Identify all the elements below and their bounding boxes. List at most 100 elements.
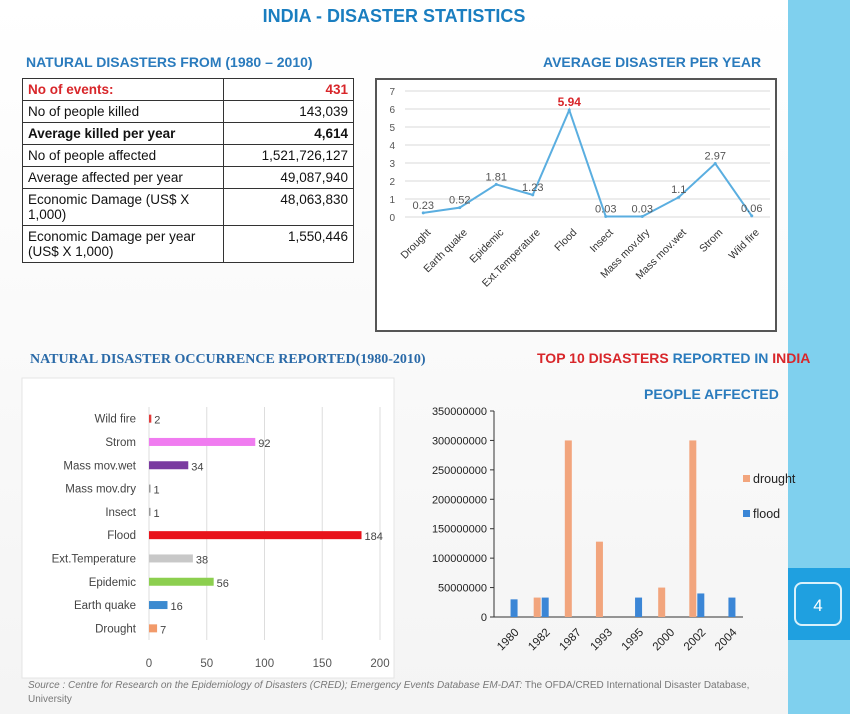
stats-table: No of events: 431 No of people killed 143,… (22, 78, 354, 263)
category-label: Epidemic (89, 577, 137, 589)
line-point (677, 195, 681, 199)
data-label: 1 (154, 485, 160, 497)
bar-drought (533, 597, 541, 617)
bar-drought (658, 587, 666, 617)
data-label: 184 (365, 531, 383, 543)
hbar-chart-title: NATURAL DISASTER OCCURRENCE REPORTED(198… (30, 352, 426, 367)
column-title-part: INDIA (772, 350, 811, 366)
bar-drought (595, 541, 603, 617)
bar (149, 531, 362, 540)
y-tick-label: 50000000 (438, 583, 487, 595)
category-label: Mass mov.dry (65, 484, 136, 496)
bar-flood (510, 599, 518, 617)
x-tick-label: 1995 (620, 627, 647, 654)
page-number: 4 (794, 582, 842, 626)
x-tick-label: 200 (370, 658, 389, 670)
category-label: Flood (107, 530, 136, 542)
legend-label: drought (753, 472, 796, 486)
data-label: 0.06 (741, 203, 762, 215)
source-note: Source : Centre for Research on the Epid… (28, 679, 780, 707)
x-tick-label: 1987 (557, 627, 584, 654)
line-series (423, 107, 753, 218)
bar (149, 507, 151, 516)
stats-value: 1,550,446 (223, 225, 354, 263)
bar (149, 577, 214, 586)
line-point (750, 214, 754, 218)
legend-swatch (743, 475, 750, 482)
stats-label: No of people killed (22, 100, 224, 123)
line-point (604, 214, 608, 218)
x-tick-label: 0 (146, 658, 152, 670)
category-label: Earth quake (74, 600, 136, 612)
y-tick-label: 2 (389, 177, 395, 188)
stats-label: No of people affected (22, 144, 224, 167)
stats-value: 48,063,830 (223, 188, 354, 226)
data-label: 1.23 (522, 182, 543, 194)
y-tick-label: 3 (389, 159, 395, 170)
stats-value: 4,614 (223, 122, 354, 145)
data-label: 0.52 (449, 195, 470, 207)
bar (149, 554, 193, 563)
stats-heading: NATURAL DISASTERS FROM (1980 – 2010) (26, 54, 313, 70)
line-point (421, 211, 425, 215)
page-title: INDIA - DISASTER STATISTICS (262, 6, 526, 26)
stats-value: 49,087,940 (223, 166, 354, 189)
bar-flood (635, 597, 643, 617)
data-label: 34 (191, 461, 203, 473)
bar (149, 624, 158, 633)
category-label: Insect (105, 507, 136, 519)
y-tick-label: 100000000 (432, 553, 487, 565)
y-tick-label: 250000000 (432, 465, 487, 477)
y-tick-label: 300000000 (432, 435, 487, 447)
bar-flood (728, 597, 736, 617)
bar (149, 461, 189, 470)
y-tick-label: 1 (389, 195, 395, 206)
y-tick-label: 0 (481, 612, 487, 624)
line-point (494, 182, 498, 186)
bar-drought (564, 440, 572, 617)
column-title-part: TOP 10 DISASTERS (537, 350, 669, 366)
category-label: Mass mov.wet (63, 460, 136, 472)
data-label: 1.81 (486, 171, 507, 183)
x-tick-label: 150 (313, 658, 332, 670)
x-tick-label: 1982 (526, 627, 553, 654)
line-point (458, 206, 462, 210)
y-tick-label: 350000000 (432, 406, 487, 418)
stats-value: 143,039 (223, 100, 354, 123)
y-tick-label: 6 (389, 105, 395, 116)
bar-flood (541, 597, 549, 617)
x-tick-label: 100 (255, 658, 274, 670)
y-tick-label: 150000000 (432, 524, 487, 536)
data-label: 16 (170, 601, 182, 613)
bar-drought (689, 440, 697, 617)
x-tick-label: 1993 (588, 627, 615, 654)
line-point (567, 108, 571, 112)
y-tick-label: 0 (389, 213, 395, 224)
data-label: 5.94 (558, 95, 582, 109)
bar (149, 484, 151, 493)
data-label: 38 (196, 554, 208, 566)
x-tick-label: 50 (200, 658, 213, 670)
source-rest: The OFDA/CRED International Disaster Dat… (28, 680, 750, 705)
data-label: 92 (258, 438, 270, 450)
y-tick-label: 5 (389, 123, 395, 134)
legend-label: flood (753, 507, 780, 521)
bar (149, 601, 168, 610)
stats-label: Average affected per year (22, 166, 224, 189)
data-label: 0.03 (595, 203, 616, 215)
data-label: 1 (154, 508, 160, 520)
stats-value: 1,521,726,127 (223, 144, 354, 167)
source-italic: Source : Centre for Research on the Epid… (28, 680, 523, 691)
column-chart-subtitle: PEOPLE AFFECTED (644, 386, 779, 402)
data-label: 0.23 (413, 200, 434, 212)
data-label: 56 (217, 578, 229, 590)
data-label: 2.97 (705, 151, 726, 163)
line-point (640, 214, 644, 218)
bar (149, 414, 152, 423)
x-tick-label: 1980 (495, 627, 522, 654)
page-number-box (788, 568, 850, 640)
category-label: Ext.Temperature (52, 553, 136, 565)
